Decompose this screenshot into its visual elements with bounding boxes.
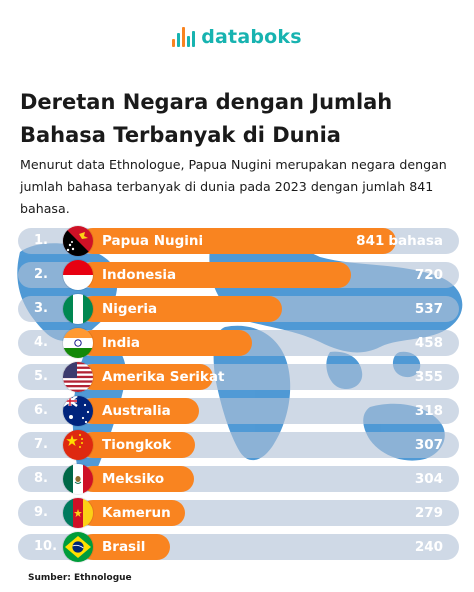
value-label: 537: [414, 301, 443, 317]
brand-logo: databoks: [0, 26, 474, 48]
flag-indonesia-icon: [63, 260, 93, 290]
value-label: 720: [414, 267, 443, 283]
value-number: 841: [356, 233, 385, 249]
bar-row-tiongkok: 7. Tiongkok 307: [18, 430, 459, 460]
brand-name: databoks: [201, 26, 302, 48]
bar-row-amerika-serikat: 5. Amerika Serikat 355: [18, 362, 459, 392]
value-unit: bahasa: [388, 233, 443, 249]
bar-row-indonesia: 2. Indonesia 720: [18, 260, 459, 290]
flag-china-icon: [63, 430, 93, 460]
rank-label: 8.: [34, 471, 48, 486]
bar: [80, 330, 253, 356]
flag-usa-icon: [63, 362, 93, 392]
flag-papua-new-guinea-icon: [63, 226, 93, 256]
bar: [80, 364, 214, 390]
bar: [80, 296, 282, 322]
country-label: Meksiko: [102, 471, 165, 487]
rank-label: 10.: [34, 539, 58, 554]
source-note: Sumber: Ethnologue: [28, 573, 132, 583]
bar: [80, 534, 171, 560]
bar-row-papua-nugini: 1. Papua Nugini 841 bahasa: [18, 226, 459, 256]
country-label: Australia: [102, 403, 171, 419]
value-label: 240: [414, 539, 443, 555]
bar-row-meksiko: 8. Meksiko 304: [18, 464, 459, 494]
bar-row-brasil: 10. Brasil 240: [18, 532, 459, 562]
rank-label: 3.: [34, 301, 48, 316]
country-label: Tiongkok: [102, 437, 172, 453]
rank-label: 9.: [34, 505, 48, 520]
rank-label: 7.: [34, 437, 48, 452]
rank-label: 2.: [34, 267, 48, 282]
chart-subtitle: Menurut data Ethnologue, Papua Nugini me…: [20, 157, 447, 216]
bar-row-australia: 6. Australia 318: [18, 396, 459, 426]
chart-title: Deretan Negara dengan Jumlah Bahasa Terb…: [20, 90, 393, 147]
country-label: Nigeria: [102, 301, 158, 317]
value-label: 304: [414, 471, 443, 487]
flag-australia-icon: [63, 396, 93, 426]
rank-label: 6.: [34, 403, 48, 418]
bar: [80, 466, 195, 492]
rank-label: 1.: [34, 233, 48, 248]
country-label: Brasil: [102, 539, 146, 555]
bar: [80, 500, 185, 526]
value-label: 279: [414, 505, 443, 521]
rank-label: 4.: [34, 335, 48, 350]
bar-row-kamerun: 9. Kamerun 279: [18, 498, 459, 528]
bar: [80, 262, 351, 288]
country-label: Papua Nugini: [102, 233, 204, 249]
bar-row-india: 4. India 458: [18, 328, 459, 358]
rank-label: 5.: [34, 369, 48, 384]
flag-mexico-icon: [63, 464, 93, 494]
country-label: Amerika Serikat: [102, 369, 225, 385]
value-label: 458: [414, 335, 443, 351]
value-label: 307: [414, 437, 443, 453]
flag-india-icon: [63, 328, 93, 358]
flag-brazil-icon: [63, 532, 93, 562]
country-label: Kamerun: [102, 505, 171, 521]
value-label: 355: [414, 369, 443, 385]
value-label: 841 bahasa: [356, 228, 443, 254]
country-label: India: [102, 335, 141, 351]
value-label: 318: [414, 403, 443, 419]
bar: [80, 228, 396, 254]
databoks-logo-icon: [172, 27, 196, 47]
bar: [80, 398, 200, 424]
flag-cameroon-icon: [63, 498, 93, 528]
country-label: Indonesia: [102, 267, 177, 283]
bar: [80, 432, 196, 458]
flag-nigeria-icon: [63, 294, 93, 324]
bar-row-nigeria: 3. Nigeria 537: [18, 294, 459, 324]
